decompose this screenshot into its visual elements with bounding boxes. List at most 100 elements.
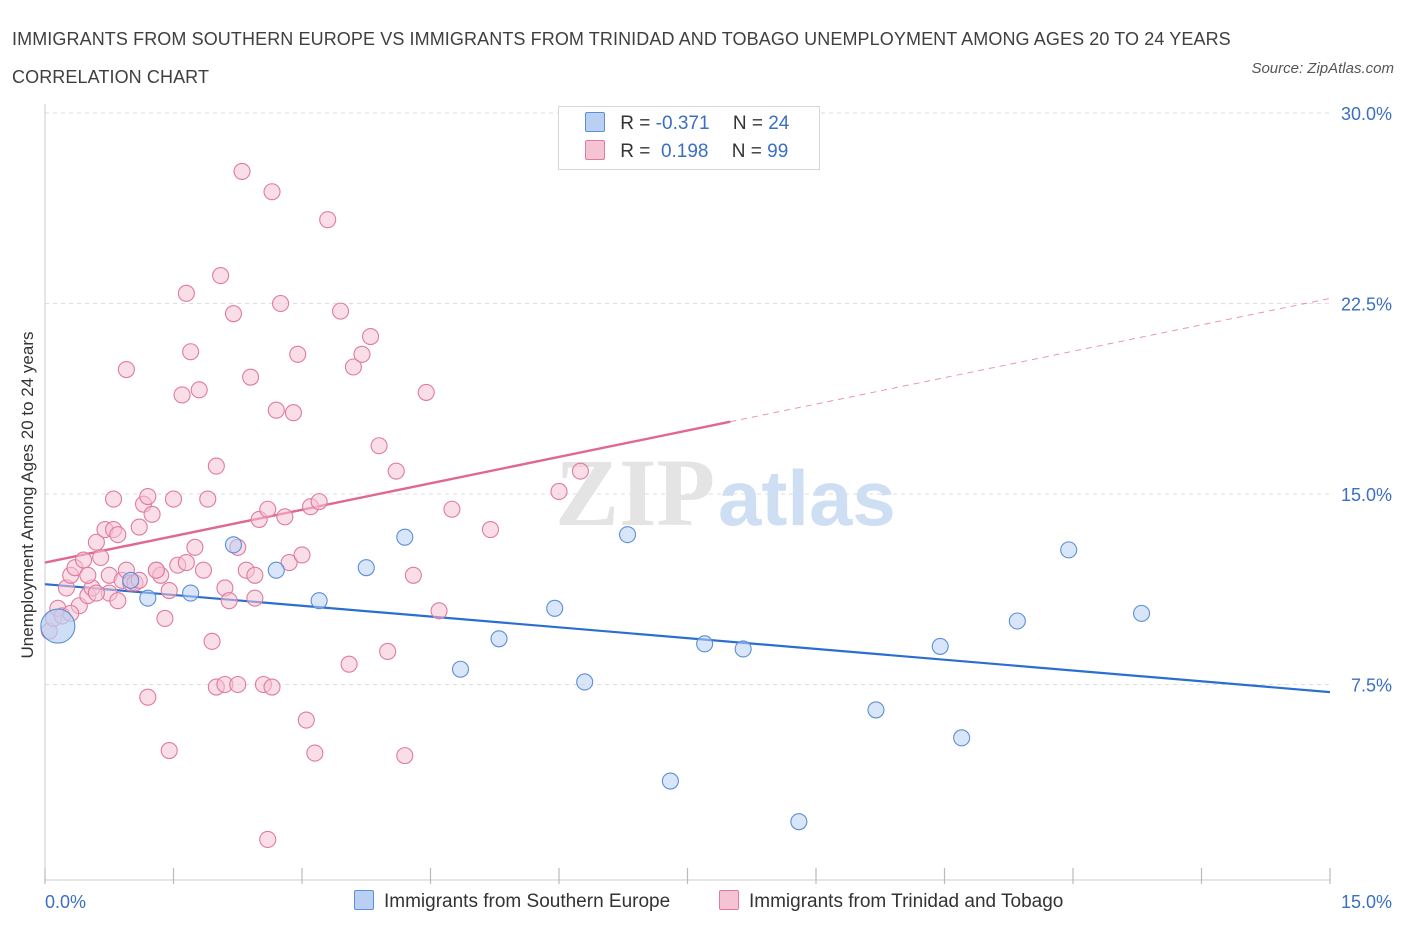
point-trinidad <box>182 343 200 361</box>
point-trinidad <box>220 592 238 610</box>
legend: R = -0.371 N = 24 R = 0.198 N = 99 <box>558 106 820 170</box>
point-trinidad <box>246 589 264 607</box>
point-trinidad <box>387 462 405 480</box>
legend-n-label: N = <box>731 141 762 162</box>
point-trinidad <box>289 345 307 363</box>
point-trinidad <box>143 505 161 523</box>
point-southern-europe <box>1132 604 1151 622</box>
y-tick-label: 15.0% <box>1341 485 1392 505</box>
point-trinidad <box>404 566 422 584</box>
chart-title: IMMIGRANTS FROM SOUTHERN EUROPE VS IMMIG… <box>12 29 1231 87</box>
bottom-legend-trinidad: Immigrants from Trinidad and Tobago <box>719 890 1063 913</box>
point-trinidad <box>203 632 221 650</box>
legend-swatch-pink <box>585 140 605 160</box>
legend-row-trinidad: R = 0.198 N = 99 <box>585 140 788 166</box>
point-trinidad <box>306 744 324 762</box>
legend-r-label: R = <box>620 113 651 134</box>
point-trinidad <box>156 609 174 628</box>
point-southern-europe <box>618 526 637 544</box>
point-southern-europe <box>122 571 140 589</box>
point-southern-europe <box>396 528 414 546</box>
legend-n-label: N = <box>732 113 763 134</box>
point-trinidad <box>109 592 127 610</box>
point-trinidad <box>276 508 294 526</box>
point-trinidad <box>130 518 148 536</box>
point-trinidad <box>550 482 568 501</box>
point-trinidad <box>430 602 448 620</box>
point-trinidad <box>297 711 315 729</box>
point-southern-europe <box>790 813 808 831</box>
legend-n-value: 24 <box>768 113 790 134</box>
point-trinidad <box>104 490 123 508</box>
y-tick-label: 30.0% <box>1341 104 1392 124</box>
point-trinidad <box>481 521 500 539</box>
point-southern-europe <box>182 584 200 602</box>
point-southern-europe <box>1008 612 1026 630</box>
watermark-atlas: atlas <box>718 454 896 542</box>
point-trinidad <box>361 327 380 346</box>
point-trinidad <box>259 500 277 518</box>
point-trinidad <box>340 655 358 673</box>
legend-n-value: 99 <box>767 141 789 162</box>
point-trinidad <box>571 462 589 480</box>
x-tick-label: 0.0% <box>45 892 86 912</box>
legend-r-value: -0.371 <box>655 113 710 134</box>
point-trinidad <box>259 830 277 848</box>
point-trinidad <box>319 211 337 229</box>
point-southern-europe <box>490 630 508 648</box>
point-trinidad <box>224 305 243 323</box>
watermark: ZIP atlas <box>555 439 896 546</box>
point-trinidad <box>194 561 213 579</box>
point-southern-europe <box>1060 541 1078 559</box>
point-trinidad <box>353 345 371 363</box>
legend-r-value: 0.198 <box>655 141 709 162</box>
point-trinidad <box>147 561 165 579</box>
bottom-legend-swatch-pink <box>719 890 739 910</box>
point-southern-europe <box>661 772 679 790</box>
point-trinidad <box>344 358 362 376</box>
point-southern-europe <box>546 599 564 617</box>
tick-labels: 7.5% 15.0% 22.5% 30.0% 0.0% 15.0% <box>45 104 1392 912</box>
point-trinidad <box>173 386 191 404</box>
point-trinidad <box>109 526 127 544</box>
point-southern-europe <box>867 701 885 719</box>
point-trinidad <box>177 554 195 572</box>
trend-line-southern-europe <box>44 583 1331 694</box>
point-southern-europe <box>40 608 76 644</box>
point-trinidad <box>207 457 225 475</box>
y-axis-label: Unemployment Among Ages 20 to 24 years <box>18 332 37 659</box>
point-trinidad <box>177 284 195 302</box>
x-tick-label: 15.0% <box>1341 892 1392 912</box>
point-trinidad <box>160 741 178 760</box>
watermark-zip: ZIP <box>555 439 715 546</box>
point-southern-europe <box>224 536 243 554</box>
point-trinidad <box>263 678 281 696</box>
chart-source: Source: ZipAtlas.com <box>1251 60 1394 77</box>
point-trinidad <box>280 554 298 572</box>
axes <box>44 104 1331 884</box>
point-trinidad <box>75 551 93 569</box>
point-trinidad <box>160 581 178 600</box>
point-trinidad <box>293 546 311 564</box>
point-trinidad <box>79 566 97 584</box>
point-trinidad <box>396 747 414 765</box>
point-trinidad <box>199 490 217 508</box>
legend-row-southern-europe: R = -0.371 N = 24 <box>585 112 789 138</box>
point-trinidad <box>310 493 328 511</box>
point-southern-europe <box>734 640 752 658</box>
point-trinidad <box>246 566 264 584</box>
point-southern-europe <box>310 592 328 610</box>
point-trinidad <box>267 401 285 419</box>
point-trinidad <box>443 500 461 518</box>
bottom-legend-swatch-blue <box>354 890 374 910</box>
point-southern-europe <box>139 589 157 607</box>
point-southern-europe <box>357 559 375 577</box>
point-trinidad <box>87 584 105 602</box>
point-trinidad <box>379 642 397 661</box>
point-trinidad <box>92 548 110 567</box>
point-trinidad <box>212 267 230 285</box>
point-trinidad <box>417 383 435 401</box>
point-southern-europe <box>953 729 971 747</box>
point-trinidad <box>331 302 350 320</box>
